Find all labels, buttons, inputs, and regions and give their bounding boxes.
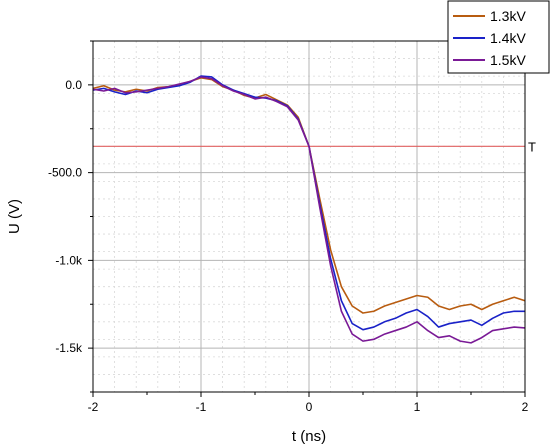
x-axis-title: t (ns): [292, 428, 326, 445]
legend-label: 1.4kV: [490, 30, 526, 46]
x-tick-label: 0: [306, 400, 313, 414]
legend-label: 1.3kV: [490, 8, 526, 24]
y-tick-label: -1.5k: [55, 341, 83, 355]
x-tick-label: -1: [196, 400, 207, 414]
axis-ticks: [88, 40, 526, 397]
y-tick-label: -500.0: [48, 166, 82, 180]
y-tick-labels: 0.0 -500.0 -1.0k -1.5k: [48, 78, 83, 355]
x-tick-label: -2: [88, 400, 99, 414]
y-tick-label: -1.0k: [55, 253, 83, 267]
x-tick-labels: -2 -1 0 1 2: [88, 400, 529, 414]
legend: 1.3kV 1.4kV 1.5kV: [447, 0, 550, 74]
y-axis-title: U (V): [6, 199, 23, 234]
threshold-label: T: [528, 139, 536, 154]
series-lines: [92, 75, 526, 344]
series-line-1.5kV: [92, 76, 526, 344]
y-tick-label: 0.0: [65, 78, 82, 92]
x-tick-label: 2: [522, 400, 529, 414]
x-tick-label: 1: [414, 400, 421, 414]
legend-label: 1.5kV: [490, 52, 526, 68]
